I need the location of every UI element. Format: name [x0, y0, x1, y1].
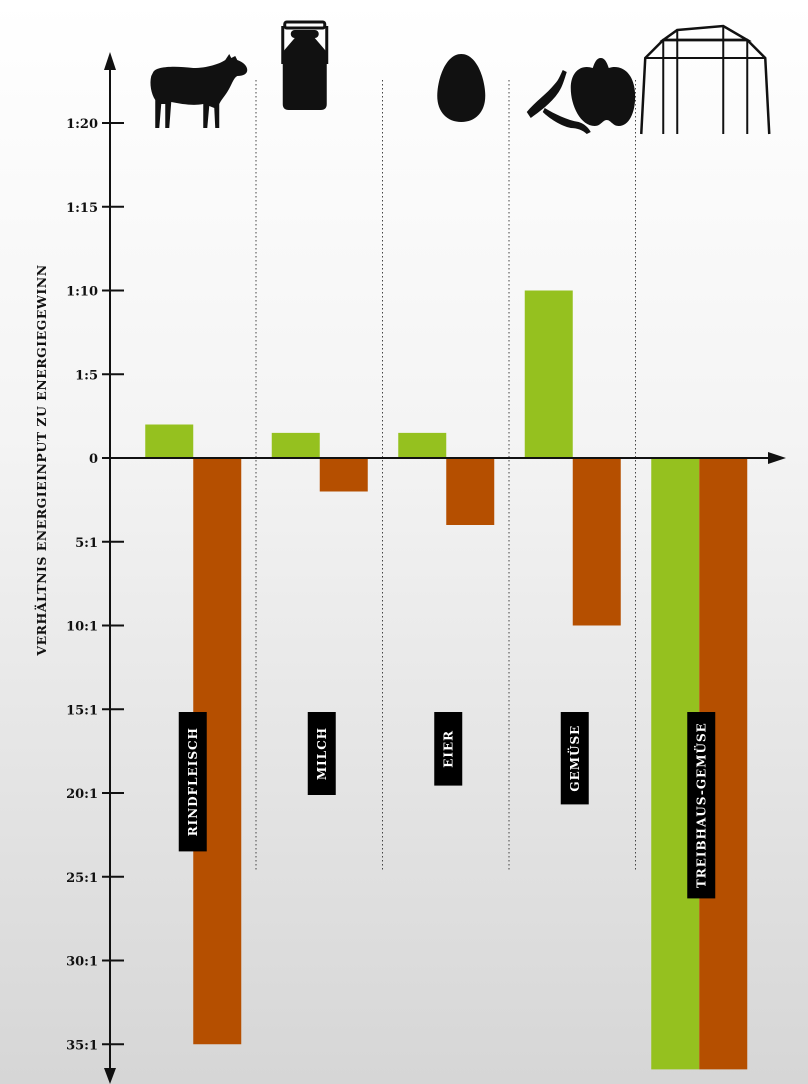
vegetables-icon [526, 58, 636, 134]
y-tick-label: 35:1 [66, 1038, 98, 1053]
y-tick-label: 1:5 [75, 368, 98, 383]
category-label-box [560, 712, 589, 805]
y-axis-arrow-down [104, 1068, 116, 1084]
category-label: EIER [441, 730, 455, 768]
y-tick-label: 10:1 [66, 620, 98, 635]
category-label: TREIBHAUS-GEMÜSE [692, 722, 708, 888]
bar-series-1-1 [145, 424, 194, 458]
y-tick-label: 1:15 [66, 201, 98, 216]
y-tick-label: 1:20 [66, 117, 98, 132]
category-label-box [687, 712, 716, 899]
bar-series-1-3 [398, 432, 447, 458]
y-tick-label: 1:10 [66, 285, 98, 300]
greenhouse-vegetables-icon [640, 24, 771, 136]
y-axis-arrow-up [104, 52, 116, 70]
category-label-box [178, 712, 207, 852]
cow-icon [150, 54, 248, 128]
bar-series-2-4 [572, 458, 621, 626]
category-label-box [307, 712, 336, 795]
y-tick-label: 25:1 [66, 871, 98, 886]
bar-series-1-4 [524, 290, 573, 458]
y-tick-label: 15:1 [66, 703, 98, 718]
egg-icon [437, 54, 486, 122]
category-label: GEMÜSE [566, 725, 582, 792]
x-axis-arrow [768, 452, 786, 464]
y-axis-title: VERHÄLTNIS ENERGIEINPUT ZU ENERGIEGEWINN [34, 264, 49, 656]
y-tick-label: 0 [89, 452, 98, 467]
category-label: MILCH [315, 727, 329, 780]
bar-series-1-2 [271, 432, 320, 458]
y-tick-label: 5:1 [75, 536, 98, 551]
bar-series-2-2 [319, 458, 368, 492]
category-label: RINDFLEISCH [186, 727, 200, 836]
bar-series-2-3 [446, 458, 495, 525]
y-tick-label: 20:1 [66, 787, 98, 802]
category-label-box [434, 712, 463, 786]
y-tick-label: 30:1 [66, 955, 98, 970]
milk-can-icon [281, 20, 329, 112]
